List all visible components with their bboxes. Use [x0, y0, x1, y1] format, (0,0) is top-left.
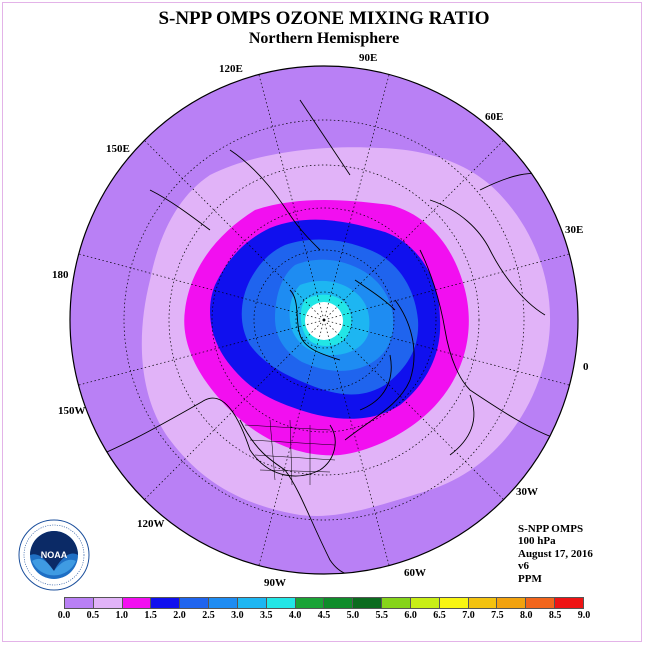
colorbar-tick-label: 1.0: [116, 610, 129, 621]
lon-label-30w: 30W: [516, 486, 538, 498]
map-info-block: S-NPP OMPS 100 hPa August 17, 2016 v6 PP…: [518, 523, 593, 585]
info-date: August 17, 2016: [518, 548, 593, 560]
colorbar-swatch: [526, 597, 555, 609]
colorbar-swatch: [497, 597, 526, 609]
colorbar-swatch: [238, 597, 267, 609]
colorbar-swatch: [411, 597, 440, 609]
colorbar-tick-label: 3.0: [231, 610, 244, 621]
lon-label-180: 180: [52, 269, 69, 281]
info-version: v6: [518, 560, 593, 572]
colorbar-swatch: [64, 597, 94, 609]
colorbar-tick-label: 4.5: [318, 610, 331, 621]
colorbar-tick-label: 6.5: [433, 610, 446, 621]
colorbar-tick-label: 7.0: [462, 610, 475, 621]
colorbar-tick-label: 8.0: [520, 610, 533, 621]
lon-label-120w: 120W: [137, 518, 165, 530]
colorbar-tick-label: 5.0: [347, 610, 360, 621]
lon-label-150e: 150E: [106, 143, 130, 155]
colorbar: [64, 597, 584, 609]
colorbar-tick-label: 6.0: [404, 610, 417, 621]
lon-label-90w: 90W: [264, 577, 286, 589]
colorbar-tick-label: 7.5: [491, 610, 504, 621]
colorbar-tick-label: 8.5: [549, 610, 562, 621]
lon-label-60w: 60W: [404, 567, 426, 579]
noaa-logo-text: NOAA: [41, 550, 68, 560]
colorbar-swatch: [123, 597, 152, 609]
colorbar-swatch: [180, 597, 209, 609]
lon-label-0: 0: [583, 361, 589, 373]
colorbar-tick-label: 1.5: [144, 610, 157, 621]
colorbar-swatch: [151, 597, 180, 609]
colorbar-tick-label: 3.5: [260, 610, 273, 621]
colorbar-tick-label: 2.0: [173, 610, 186, 621]
lon-label-90e: 90E: [359, 52, 377, 64]
colorbar-tick-label: 4.0: [289, 610, 302, 621]
lon-label-150w: 150W: [58, 405, 86, 417]
colorbar-tick-label: 9.0: [578, 610, 591, 621]
colorbar-swatch: [209, 597, 238, 609]
colorbar-tick-label: 0.0: [58, 610, 71, 621]
colorbar-swatch: [353, 597, 382, 609]
colorbar-swatch: [555, 597, 584, 609]
colorbar-swatch: [94, 597, 123, 609]
lon-label-30e: 30E: [565, 224, 583, 236]
colorbar-tick-label: 2.5: [202, 610, 215, 621]
colorbar-swatch: [382, 597, 411, 609]
noaa-logo: NOAA: [18, 519, 90, 591]
lon-label-60e: 60E: [485, 111, 503, 123]
info-level: 100 hPa: [518, 535, 593, 547]
info-units: PPM: [518, 573, 593, 585]
info-instrument: S-NPP OMPS: [518, 523, 593, 535]
colorbar-swatch: [296, 597, 325, 609]
colorbar-swatch: [440, 597, 469, 609]
colorbar-swatch: [469, 597, 498, 609]
lon-label-120e: 120E: [219, 63, 243, 75]
colorbar-tick-label: 5.5: [376, 610, 389, 621]
colorbar-swatch: [324, 597, 353, 609]
colorbar-tick-label: 0.5: [87, 610, 100, 621]
colorbar-ticks: 0.0 0.5 1.0 1.5 2.0 2.5 3.0 3.5 4.0 4.5 5.0 5.5 6.0 6…: [0, 610, 648, 624]
colorbar-swatch: [267, 597, 296, 609]
